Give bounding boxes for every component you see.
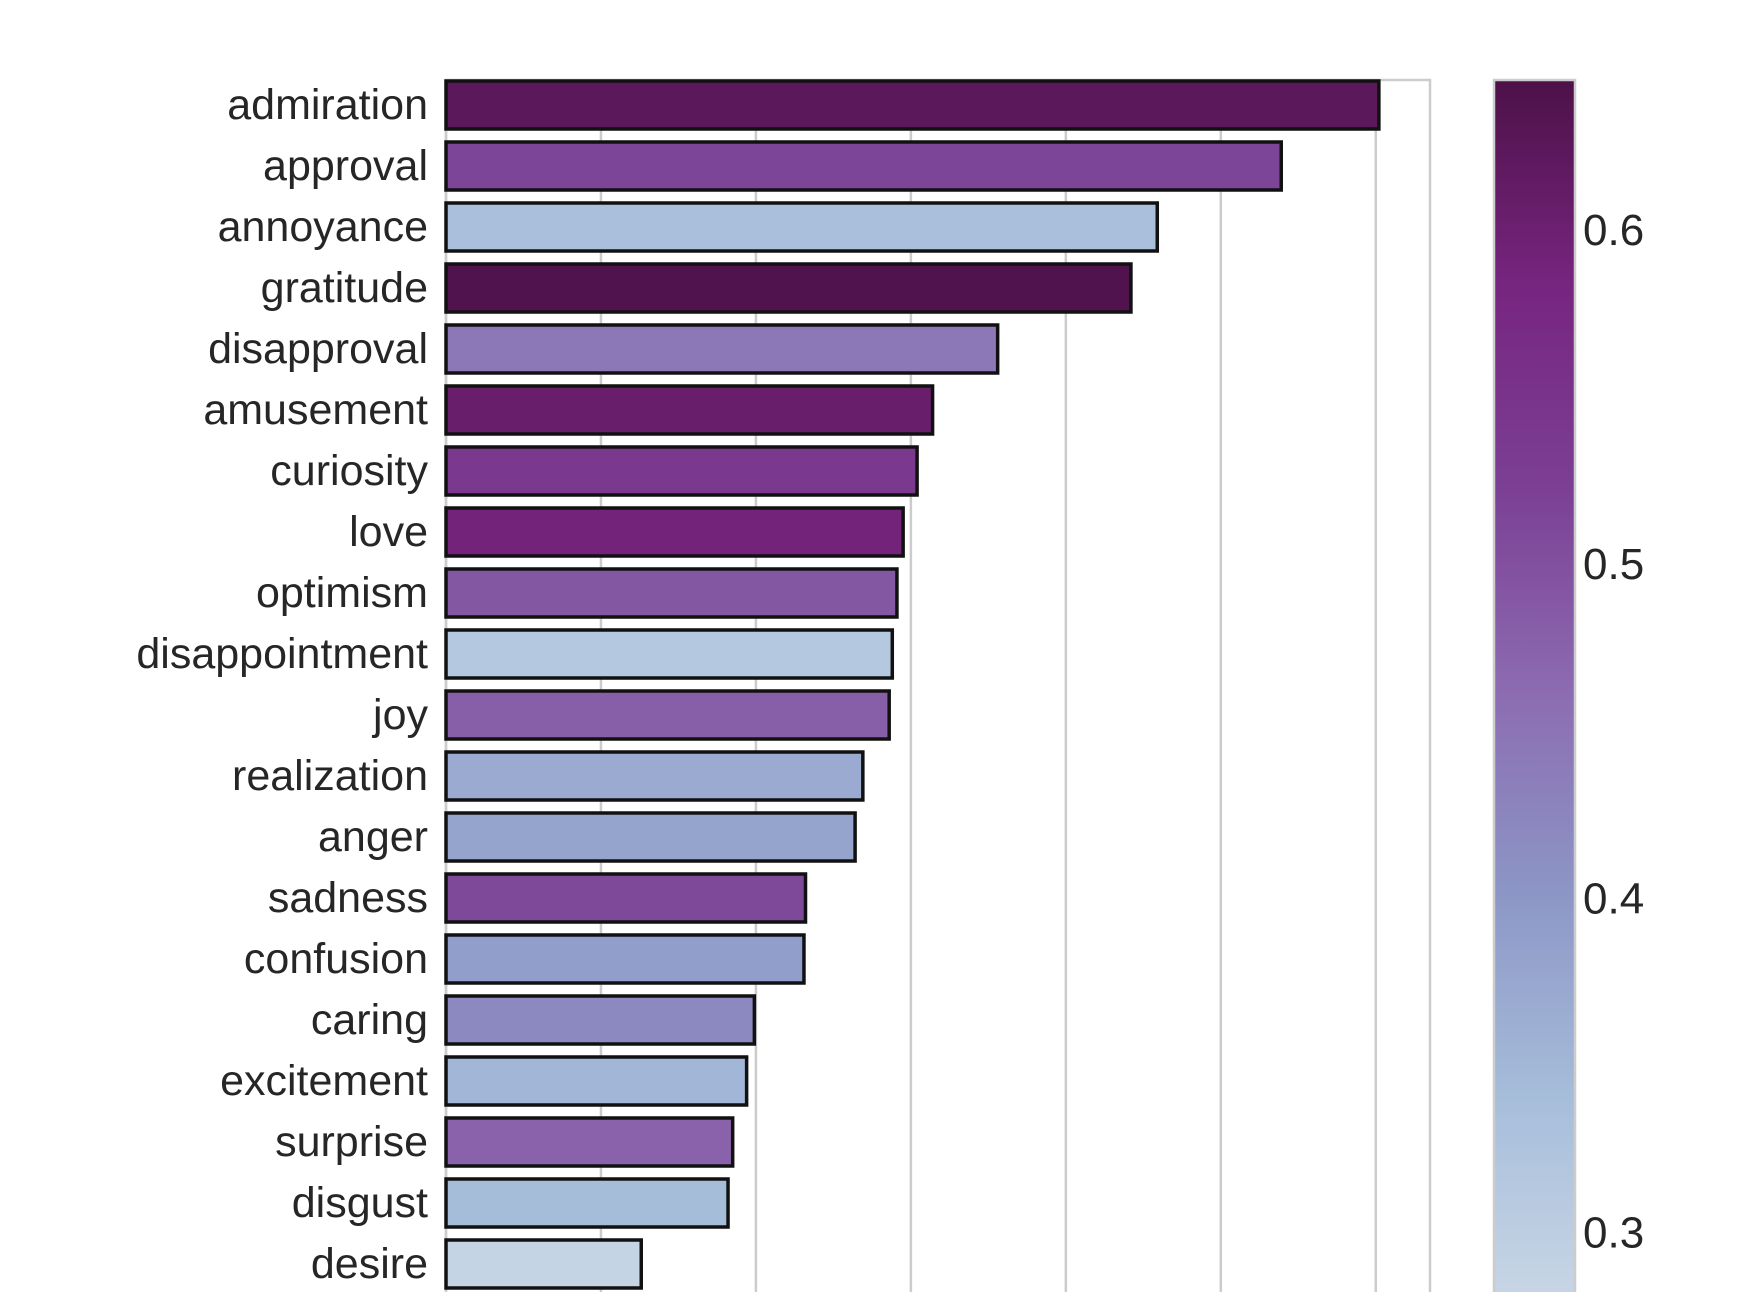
bar-surprise <box>444 1116 735 1168</box>
bar-confusion <box>444 933 806 985</box>
bar-approval <box>444 140 1283 192</box>
category-label: curiosity <box>270 447 428 495</box>
category-label: approval <box>263 142 428 190</box>
category-label: confusion <box>244 935 428 983</box>
category-label: amusement <box>203 386 428 434</box>
bar-optimism <box>444 567 899 619</box>
category-label: surprise <box>275 1118 428 1166</box>
plot-frame <box>444 78 1432 1297</box>
category-label: optimism <box>256 569 428 617</box>
category-label: disappointment <box>136 630 428 678</box>
category-label: sadness <box>268 874 428 922</box>
category-label: caring <box>311 996 428 1044</box>
category-label: joy <box>371 691 428 739</box>
bar-admiration <box>444 79 1381 131</box>
grid-lines <box>444 80 1378 1297</box>
bar-sadness <box>444 872 808 924</box>
category-label: annoyance <box>218 203 428 251</box>
colorbar-tick-label: 0.4 <box>1583 874 1644 923</box>
bar-disgust <box>444 1177 730 1229</box>
bar-excitement <box>444 1055 749 1107</box>
category-label: anger <box>318 813 428 861</box>
colorbar-tick-label: 0.6 <box>1583 206 1644 255</box>
colorbar-tick-label: 0.3 <box>1583 1209 1644 1258</box>
colorbar: 0.3 0.4 0.5 0.6 <box>1492 78 1644 1297</box>
category-label: excitement <box>220 1057 428 1105</box>
bar-desire <box>444 1238 644 1290</box>
category-label: love <box>349 508 428 556</box>
bar-realization <box>444 750 865 802</box>
bar-joy <box>444 689 891 741</box>
bar-curiosity <box>444 445 919 497</box>
category-label: gratitude <box>261 264 428 312</box>
bar-caring <box>444 994 757 1046</box>
bar-love <box>444 506 905 558</box>
bar-gratitude <box>444 262 1133 314</box>
category-label: disgust <box>292 1179 428 1227</box>
category-label: desire <box>311 1240 428 1288</box>
bar-anger <box>444 811 857 863</box>
category-label: realization <box>232 752 428 800</box>
colorbar-gradient <box>1492 78 1577 1297</box>
bar-disapproval <box>444 323 1000 375</box>
colorbar-tick-label: 0.5 <box>1583 540 1644 589</box>
bars <box>444 79 1381 1290</box>
bar-disappointment <box>444 628 895 680</box>
category-labels: admiration approval annoyance gratitude disa… <box>136 81 428 1288</box>
category-label: admiration <box>227 81 428 129</box>
category-label: disapproval <box>208 325 428 373</box>
bar-annoyance <box>444 201 1160 253</box>
bar-amusement <box>444 384 935 436</box>
